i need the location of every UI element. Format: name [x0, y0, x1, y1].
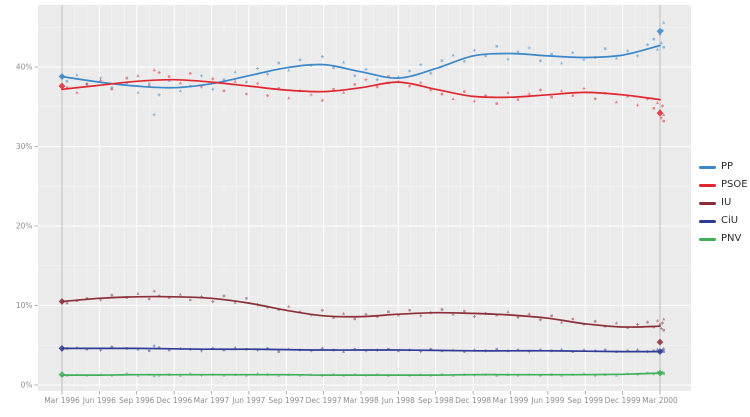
x-axis-tick-label: Mar 2000 [642, 396, 678, 405]
legend-label-pnv: PNV [721, 233, 742, 244]
x-axis-tick-label: Dec 1998 [455, 396, 491, 405]
legend-swatch-pnv [699, 237, 716, 241]
x-axis-tick-label: Jun 1999 [530, 396, 564, 405]
x-axis-tick-label: Mar 1999 [493, 396, 529, 405]
legend-item-ciu: CiU [699, 215, 748, 227]
trend-line-ciu [61, 347, 661, 353]
legend-label-ciu: CiU [721, 215, 739, 226]
x-axis-tick-label: Sep 1998 [418, 396, 454, 405]
election-result-pp [656, 27, 664, 35]
trend-line-pnv [61, 372, 661, 376]
trend-line-iu [61, 295, 661, 328]
x-axis-tick-label: Dec 1999 [605, 396, 641, 405]
trend-line-psoe [61, 78, 661, 101]
legend-item-iu: IU [699, 197, 748, 209]
y-axis-tick-label: 20% [16, 222, 33, 231]
y-axis-tick-label: 30% [16, 142, 33, 151]
legend-item-pnv: PNV [699, 233, 748, 245]
poll-scatter-points [65, 20, 666, 378]
legend-label-pp: PP [721, 161, 734, 172]
election-result-iu [58, 298, 66, 305]
y-axis-tick-label: 40% [16, 63, 33, 72]
x-axis-tick-label: Jun 1998 [381, 396, 415, 405]
trend-line-pp [61, 44, 661, 89]
election-result-psoe [58, 82, 66, 90]
y-axis-tick-label: 0% [21, 381, 33, 390]
election-result-pnv [58, 371, 66, 379]
x-axis-tick-label: Jun 1996 [82, 396, 116, 405]
election-result-markers [58, 27, 664, 379]
x-axis-tick-label: Dec 1997 [306, 396, 342, 405]
x-axis-tick-label: Mar 1997 [194, 396, 230, 405]
election-result-pp [58, 73, 66, 80]
x-axis-tick-label: Mar 1996 [44, 396, 80, 405]
x-axis-tick-label: Jun 1997 [231, 396, 265, 405]
x-axis-tick-label: Dec 1996 [156, 396, 192, 405]
election-result-ciu [656, 348, 664, 356]
election-result-pnv [656, 369, 664, 377]
legend-swatch-ciu [699, 219, 716, 223]
legend: PP PSOE IU CiU PNV [699, 161, 748, 245]
election-result-iu [656, 338, 664, 346]
election-result-psoe [656, 109, 664, 117]
axis-labels: 0%10%20%30%40%Mar 1996 Jun 1996 Sep 1996 De… [16, 63, 678, 405]
legend-item-pp: PP [699, 161, 748, 173]
x-axis-tick-label: Mar 1998 [343, 396, 379, 405]
legend-swatch-pp [699, 165, 716, 169]
plot-panel [38, 5, 691, 391]
election-result-ciu [58, 345, 66, 352]
x-axis-tick-label: Sep 1999 [567, 396, 603, 405]
x-axis-tick-label: Sep 1996 [119, 396, 155, 405]
y-axis-tick-label: 10% [16, 301, 33, 310]
legend-swatch-iu [699, 201, 716, 205]
x-axis-tick-label: Sep 1997 [268, 396, 304, 405]
legend-label-iu: IU [721, 197, 732, 208]
legend-swatch-psoe [699, 183, 716, 187]
legend-label-psoe: PSOE [721, 179, 748, 190]
legend-item-psoe: PSOE [699, 179, 748, 191]
